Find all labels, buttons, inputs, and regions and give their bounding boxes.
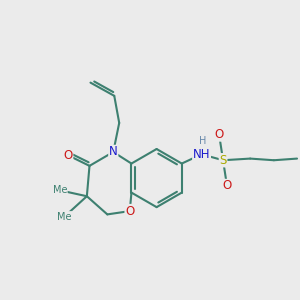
Text: O: O: [214, 128, 224, 141]
Text: Me: Me: [57, 212, 72, 222]
Text: S: S: [219, 154, 227, 167]
Text: H: H: [199, 136, 206, 146]
Text: NH: NH: [193, 148, 210, 161]
Text: O: O: [125, 205, 134, 218]
Text: N: N: [109, 146, 118, 158]
Text: O: O: [222, 179, 232, 193]
Text: O: O: [63, 149, 73, 162]
Text: Me: Me: [52, 185, 67, 195]
